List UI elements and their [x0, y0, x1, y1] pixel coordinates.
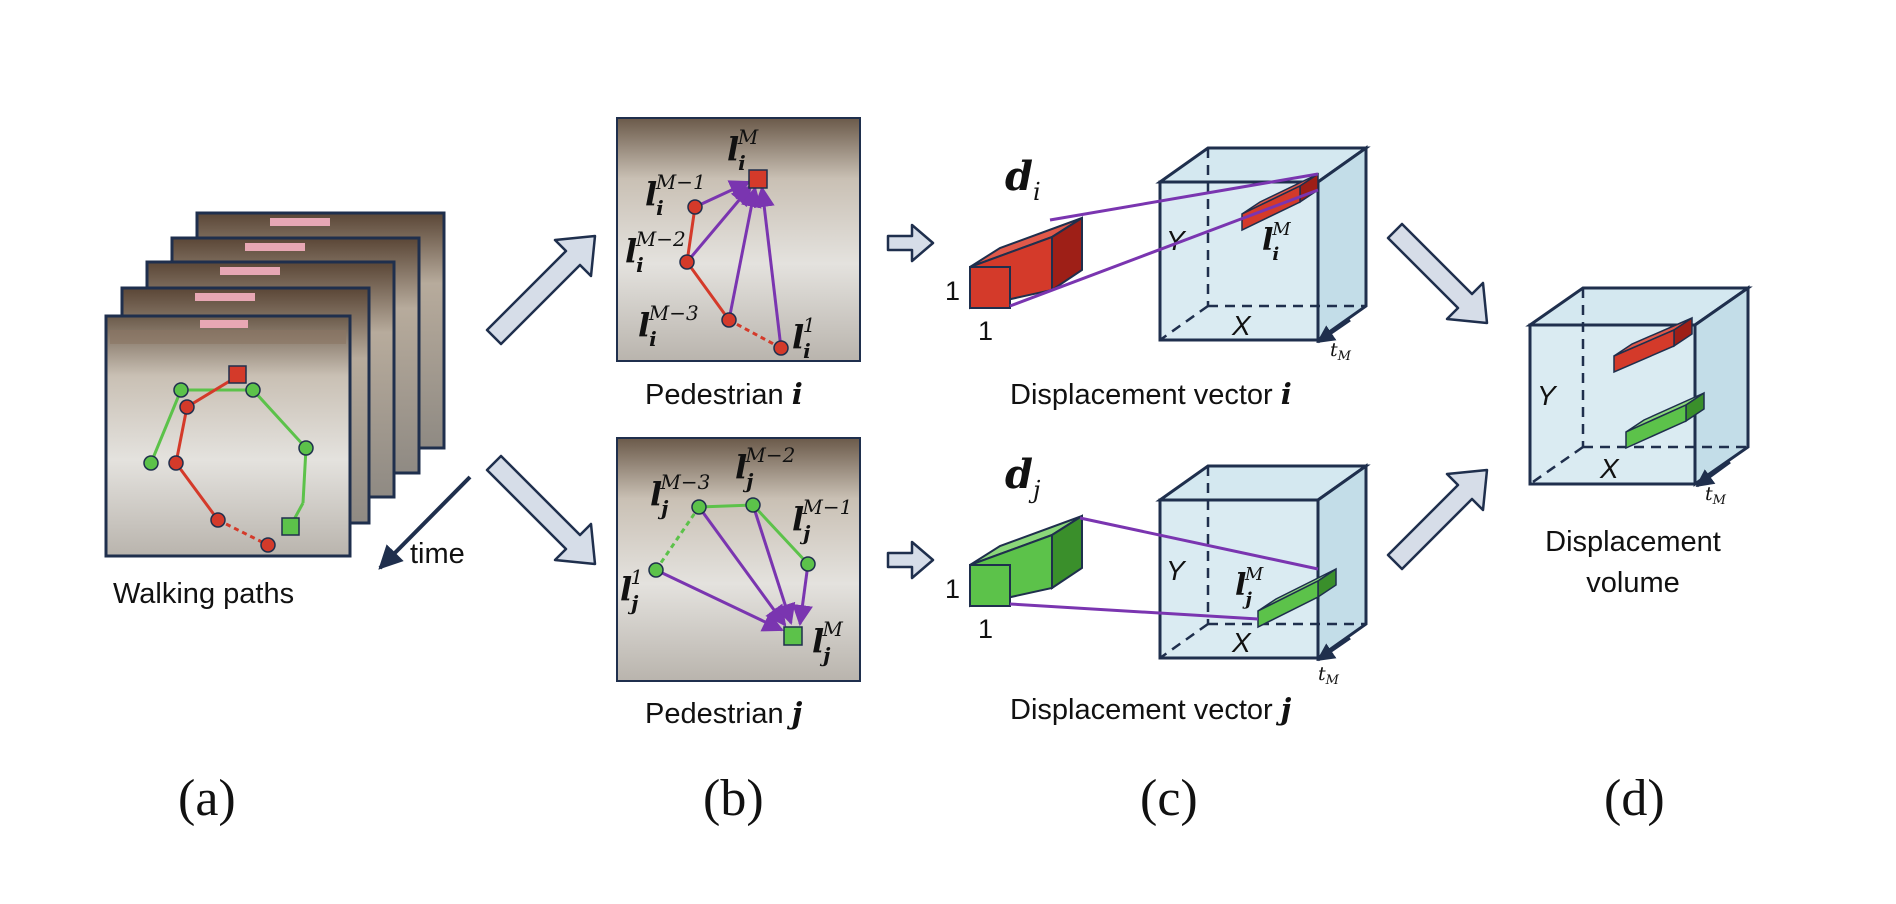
svg-text:ljM: ljM: [1235, 564, 1264, 610]
panel-letter-d: (d): [1604, 770, 1665, 827]
displacement-bar-i: 1 1 di: [945, 153, 1319, 346]
svg-text:tM: tM: [1318, 663, 1340, 688]
svg-text:X: X: [1231, 310, 1252, 341]
small-arrow-j: [886, 540, 935, 580]
svg-text:Y: Y: [1166, 555, 1187, 586]
time-arrow: [378, 475, 472, 570]
svg-text:Y: Y: [1166, 225, 1187, 256]
svg-text:liM: liM: [727, 125, 759, 175]
displacement-bar-j: 1 1 dj: [945, 451, 1319, 644]
panel-a: time Walking paths (a): [104, 211, 472, 827]
displacement-volume-caption-line1: Displacement: [1545, 526, 1721, 558]
svg-text:1: 1: [945, 276, 960, 306]
block-arrow-from-vector-j: [1386, 468, 1489, 571]
svg-text:li1: li1: [792, 313, 816, 363]
panel-letter-c: (c): [1140, 770, 1198, 827]
block-arrow-to-pedestrian-i: [485, 234, 597, 346]
block-arrow-from-vector-i: [1386, 222, 1489, 325]
cube-i: Y X tM liM: [1155, 145, 1371, 364]
svg-text:1: 1: [978, 614, 993, 644]
panel-letter-b: (b): [703, 770, 764, 827]
panel-c: Y X tM liM 1 1 di Displacement vector i: [945, 145, 1371, 827]
svg-text:X: X: [1231, 627, 1252, 658]
walking-paths-caption: Walking paths: [113, 578, 294, 610]
svg-text:ljM−2: ljM−2: [735, 443, 795, 493]
svg-text:Y: Y: [1537, 380, 1558, 411]
red-walking-path: [174, 374, 239, 521]
displacement-vector-i-caption: Displacement vector i: [1010, 377, 1292, 411]
panel-b: liM liM−1 liM−2 liM−3 li1 Pedestrian i l…: [616, 117, 861, 827]
svg-text:dj: dj: [1005, 451, 1041, 504]
time-label: time: [410, 538, 465, 570]
svg-text:1: 1: [945, 574, 960, 604]
svg-text:1: 1: [978, 316, 993, 346]
panel-d: Y X tM Displacement volume (d): [1525, 285, 1753, 827]
displacement-vector-j-caption: Displacement vector j: [1010, 692, 1292, 726]
block-arrow-to-pedestrian-j: [485, 454, 597, 566]
pedestrian-i-trajectory: [679, 169, 789, 356]
svg-text:liM−1: liM−1: [645, 170, 706, 220]
svg-text:liM−3: liM−3: [638, 301, 699, 351]
cube-j: Y X tM ljM: [1155, 463, 1371, 688]
svg-text:tM: tM: [1705, 483, 1727, 508]
small-arrow-i: [886, 223, 935, 263]
svg-text:X: X: [1599, 453, 1620, 484]
pedestrian-i-labels: liM liM−1 liM−2 liM−3 li1: [625, 125, 816, 363]
front-frame: [104, 314, 352, 558]
pedestrian-i-caption: Pedestrian i: [645, 377, 803, 411]
panel-letter-a: (a): [178, 770, 236, 827]
svg-text:liM: liM: [1262, 219, 1291, 265]
svg-text:tM: tM: [1330, 339, 1352, 364]
displacement-volume-caption-line2: volume: [1586, 567, 1680, 599]
pedestrian-j-trajectory: [648, 497, 816, 646]
displacement-volume-cube: Y X tM: [1525, 285, 1753, 508]
pedestrian-i-image: [616, 117, 861, 362]
svg-text:ljM−3: ljM−3: [650, 470, 710, 520]
pedestrian-j-caption: Pedestrian j: [645, 696, 803, 730]
svg-text:liM−2: liM−2: [625, 227, 686, 277]
svg-text:di: di: [1005, 153, 1041, 206]
